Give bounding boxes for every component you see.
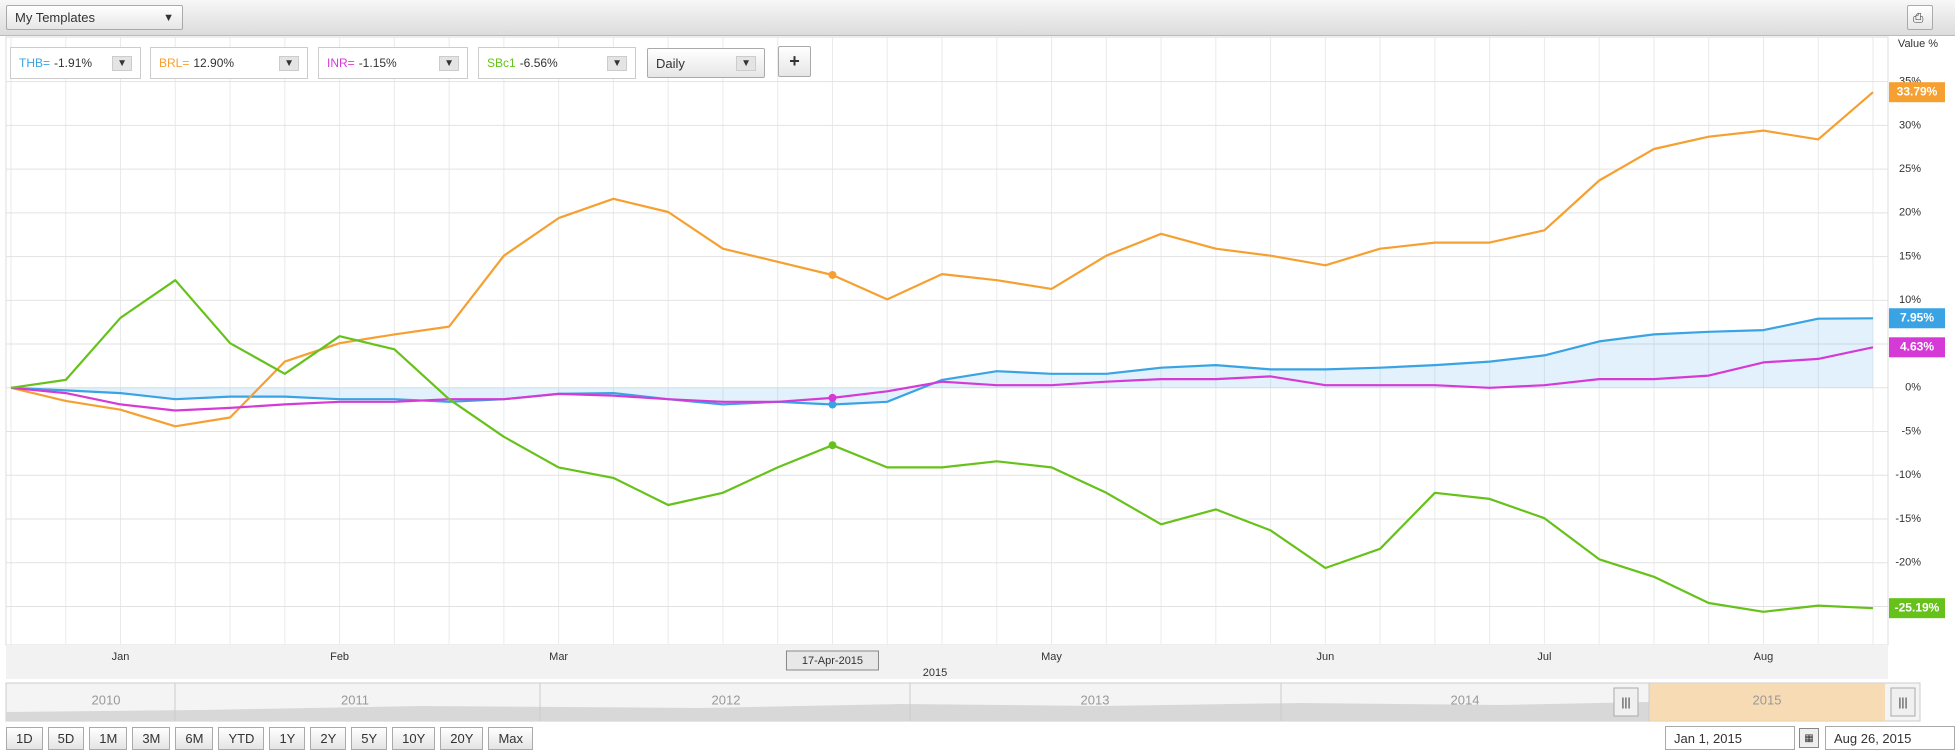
- y-axis-label: Value %: [1898, 38, 1938, 50]
- range-button[interactable]: Max: [488, 727, 533, 750]
- cursor-dot: [828, 270, 837, 279]
- line: [10, 317, 1874, 406]
- calendar-icon[interactable]: ▦: [1799, 728, 1819, 748]
- cursor-dot: [828, 441, 837, 450]
- legend-value: -1.15%: [358, 56, 397, 70]
- end-label-box: [1889, 308, 1945, 329]
- legend-value: 12.90%: [193, 56, 235, 70]
- cursor-dot: [828, 393, 837, 402]
- range-button[interactable]: 1D: [6, 727, 43, 750]
- end-label: -25.19%: [1895, 600, 1940, 614]
- plot-area: [5, 36, 1889, 646]
- legend-value: -6.56%: [519, 56, 558, 70]
- interval-label: Daily: [656, 55, 685, 71]
- plot-layer: [6, 37, 1888, 645]
- navigator-year: 2012: [712, 692, 741, 707]
- range-button[interactable]: 2Y: [310, 727, 347, 750]
- line: [10, 346, 1874, 412]
- line: [10, 279, 1874, 613]
- range-button[interactable]: YTD: [218, 727, 265, 750]
- legend-name: THB=: [19, 56, 51, 70]
- legend-arrow[interactable]: ▼: [112, 55, 132, 71]
- x-tick-label: Mar: [549, 651, 568, 663]
- legend-item[interactable]: INR= -1.15% ▼: [318, 47, 468, 79]
- navigator-year: 2013: [1081, 692, 1110, 707]
- cursor-dot: [828, 400, 837, 409]
- x-tick-label: Aug: [1754, 651, 1774, 663]
- x-tick-label: Jul: [1537, 651, 1551, 663]
- date-to[interactable]: Aug 26, 2015: [1825, 726, 1955, 750]
- dropdown-arrow: ▼: [736, 55, 756, 71]
- legend-arrow[interactable]: ▼: [607, 55, 627, 71]
- area: [11, 318, 1873, 405]
- x-tick-label: May: [1041, 651, 1062, 663]
- end-label: 4.63%: [1900, 339, 1934, 353]
- y-tick-label: 30%: [1899, 119, 1921, 131]
- y-tick-label: -10%: [1895, 469, 1921, 481]
- legend-item[interactable]: THB= -1.91% ▼: [10, 47, 141, 79]
- handle-grip: |||: [1898, 695, 1907, 709]
- end-label: 7.95%: [1900, 310, 1934, 324]
- template-dropdown[interactable]: My Templates ▼: [6, 5, 183, 30]
- y-tick-label: 15%: [1899, 250, 1921, 262]
- range-button[interactable]: 6M: [175, 727, 214, 750]
- y-tick-label: 20%: [1899, 207, 1921, 219]
- legend-arrow[interactable]: ▼: [439, 55, 459, 71]
- navigator-selection[interactable]: [1649, 683, 1885, 721]
- end-label-box: [1889, 598, 1945, 619]
- range-buttons: 1D 5D 1M 3M 6M YTD 1Y 2Y 5Y 10Y 20Y Max: [6, 727, 533, 750]
- navigator-year: 2014: [1451, 692, 1480, 707]
- legend-value: -1.91%: [54, 56, 93, 70]
- legend-arrow[interactable]: ▼: [279, 55, 299, 71]
- handle-grip: |||: [1621, 695, 1630, 709]
- x-tick-label: Jun: [1316, 651, 1334, 663]
- y-tick-label: -15%: [1895, 513, 1921, 525]
- y-tick-label: 0%: [1905, 382, 1921, 394]
- end-label: 33.79%: [1897, 84, 1938, 98]
- legend-name: SBc1: [487, 56, 516, 70]
- x-tick-label: Jan: [112, 651, 130, 663]
- range-button[interactable]: 1Y: [269, 727, 306, 750]
- navigator-handle[interactable]: [1613, 687, 1639, 717]
- range-button[interactable]: 20Y: [440, 727, 484, 750]
- date-from[interactable]: Jan 1, 2015: [1665, 726, 1795, 750]
- navigator-year: 2010: [92, 692, 121, 707]
- y-tick-label: -5%: [1901, 425, 1921, 437]
- y-tick-label: -20%: [1895, 557, 1921, 569]
- cursor-label: 17-Apr-2015: [802, 655, 863, 667]
- range-button[interactable]: 1M: [89, 727, 128, 750]
- legend-name: INR=: [327, 56, 355, 70]
- navigator-handle[interactable]: [1890, 687, 1916, 717]
- range-button[interactable]: 5D: [47, 727, 85, 750]
- print-button[interactable]: ⎙: [1907, 5, 1933, 30]
- template-label: My Templates: [15, 10, 95, 25]
- x-axis-label: 2015: [923, 667, 947, 679]
- navigator-years: 2010 2011 2012 2013 2014 2015: [92, 683, 1782, 721]
- navigator-year: 2015: [1753, 692, 1782, 707]
- cursor-box: [785, 650, 879, 671]
- add-button[interactable]: +: [778, 46, 811, 77]
- x-axis-band: [6, 645, 1888, 679]
- navigator-silhouette: [6, 702, 1649, 721]
- end-label-box: [1889, 82, 1945, 103]
- end-label-box: [1889, 337, 1945, 358]
- legend-name: BRL=: [159, 56, 190, 70]
- top-bar: My Templates ▼ ⎙: [0, 0, 1955, 36]
- y-tick-label: 25%: [1899, 163, 1921, 175]
- legend-item[interactable]: BRL= 12.90% ▼: [150, 47, 308, 79]
- range-button[interactable]: 10Y: [392, 727, 436, 750]
- x-tick-label: Feb: [330, 651, 349, 663]
- range-button[interactable]: 5Y: [351, 727, 388, 750]
- date-range: Jan 1, 2015 ▦ Aug 26, 2015 ▦: [1665, 726, 1955, 750]
- navigator-year: 2011: [341, 692, 369, 707]
- y-tick-label: 10%: [1899, 294, 1921, 306]
- dropdown-arrow: ▼: [163, 11, 174, 24]
- range-button[interactable]: 3M: [132, 727, 171, 750]
- legend-item[interactable]: SBc1 -6.56% ▼: [478, 47, 636, 79]
- interval-dropdown[interactable]: Daily ▼: [647, 48, 765, 78]
